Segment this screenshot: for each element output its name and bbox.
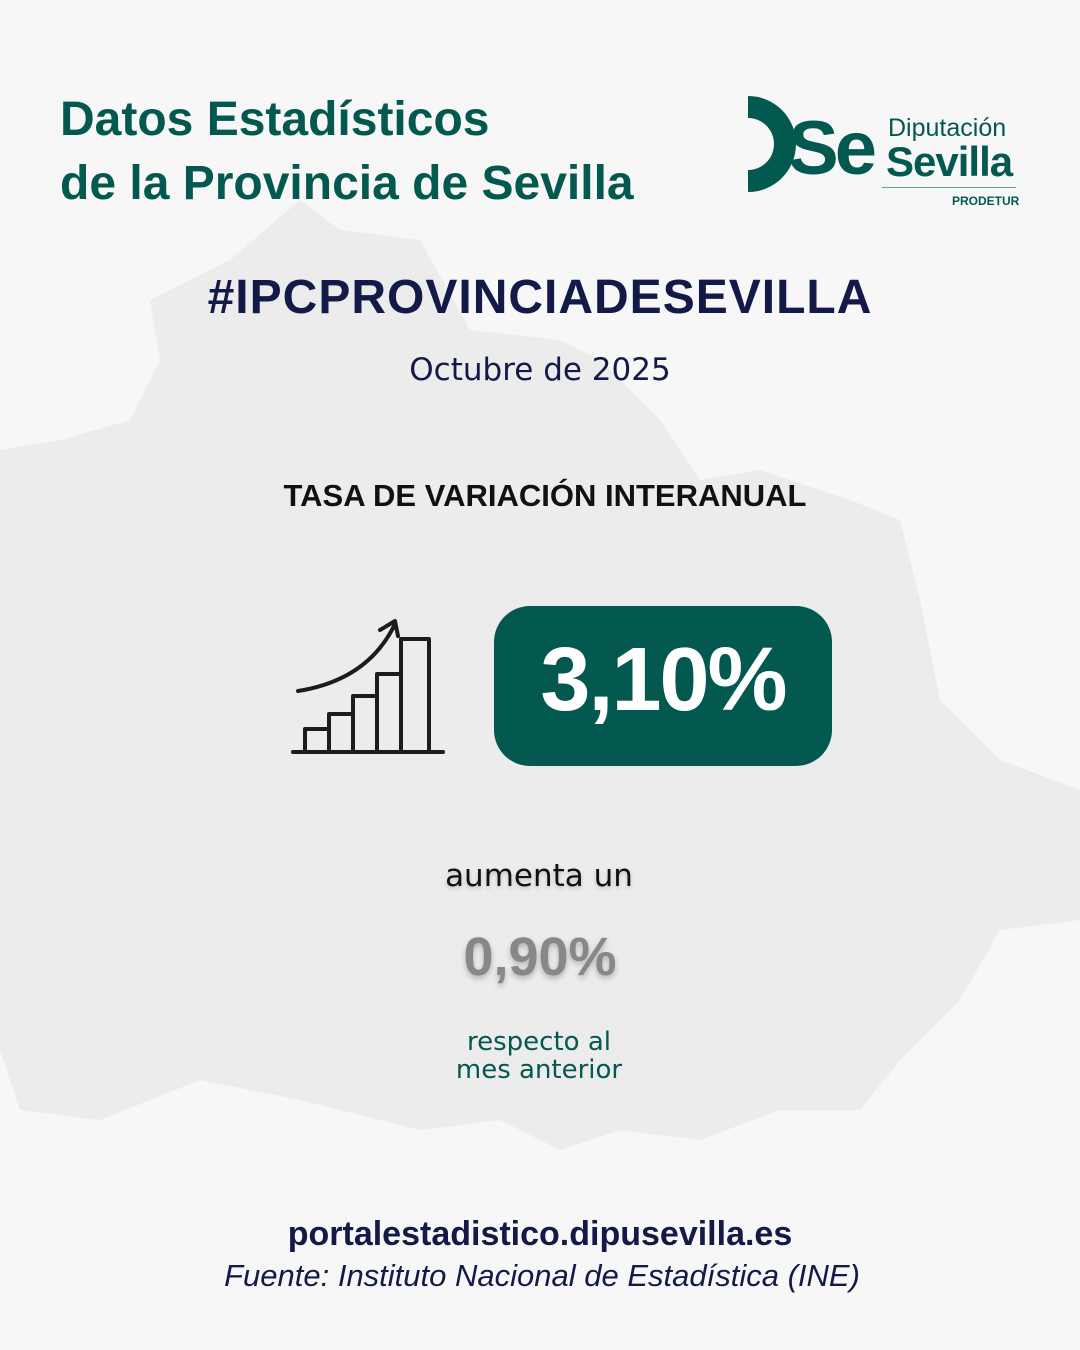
logo-sevilla: Sevilla [886, 138, 1013, 185]
page-title: Datos Estadísticos de la Provincia de Se… [60, 88, 634, 216]
logo-divider [882, 187, 1016, 188]
diputacion-logo-icon: Se [748, 96, 878, 192]
monthly-prefix: aumenta un [445, 858, 633, 894]
bar-chart-growth-icon [291, 619, 445, 754]
period: Octubre de 2025 [409, 352, 671, 388]
annual-rate-badge: 3,10% [494, 606, 832, 766]
hashtag: #IPCPROVINCIADESEVILLA [207, 271, 873, 324]
title-line-2: de la Provincia de Sevilla [60, 157, 634, 210]
monthly-suffix-line-1: respecto al [467, 1027, 611, 1057]
title-line-1: Datos Estadísticos [60, 93, 490, 146]
monthly-rate-value: 0,90% [463, 927, 617, 987]
portal-link[interactable]: portalestadistico.dipusevilla.es [287, 1215, 793, 1253]
logo-diputacion: Diputación [888, 114, 1007, 142]
logo-prodetur: PRODETUR [952, 194, 1020, 208]
monthly-suffix-line-2: mes anterior [455, 1055, 623, 1085]
monthly-suffix: respecto al mes anterior [0, 1028, 1078, 1084]
svg-text:Se: Se [788, 106, 875, 191]
rate-label: TASA DE VARIACIÓN INTERANUAL [283, 478, 807, 513]
annual-rate-value: 3,10% [540, 629, 787, 730]
source-note: Fuente: Instituto Nacional de Estadístic… [224, 1258, 860, 1293]
